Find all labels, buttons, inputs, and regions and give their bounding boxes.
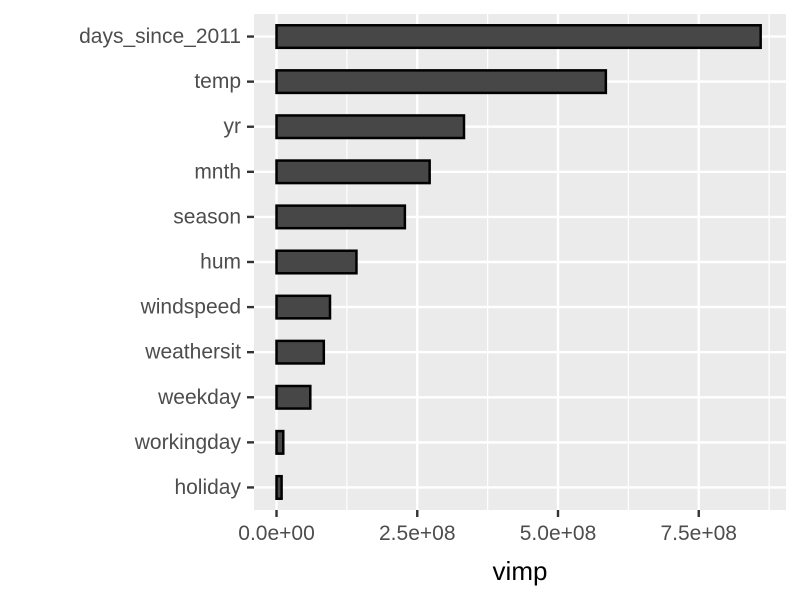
bar-yr [275, 114, 466, 140]
bar-workingday [275, 429, 285, 455]
x-axis-title: vimp [493, 556, 548, 586]
y-tick-label: days_since_2011 [79, 25, 241, 48]
y-tick-label: season [173, 205, 241, 228]
bars [275, 24, 762, 500]
y-tick-label: workingday [134, 431, 242, 454]
x-tick-label: 5.0e+08 [520, 522, 597, 545]
bar-windspeed [275, 294, 332, 320]
x-tick-label: 0.0e+00 [238, 522, 315, 545]
y-tick-label: weekday [157, 386, 241, 409]
y-tick-label: hum [200, 251, 241, 274]
y-tick-label: windspeed [140, 296, 241, 319]
y-tick-label: mnth [194, 160, 241, 183]
x-tick-label: 2.5e+08 [379, 522, 456, 545]
y-tick-label: holiday [174, 476, 241, 499]
y-tick-label: yr [224, 115, 242, 138]
bar-weekday [275, 384, 312, 410]
y-tick-label: temp [194, 70, 241, 93]
bar-temp [275, 69, 608, 95]
bar-days_since_2011 [275, 24, 762, 50]
bar-mnth [275, 159, 431, 185]
bar-hum [275, 249, 358, 275]
bar-weathersit [275, 339, 326, 365]
x-tick-label: 7.5e+08 [660, 522, 737, 545]
bar-season [275, 204, 407, 230]
y-tick-label: weathersit [144, 341, 241, 364]
bar-holiday [275, 474, 283, 500]
x-axis: 0.0e+00 2.5e+08 5.0e+08 7.5e+08 [238, 510, 737, 545]
